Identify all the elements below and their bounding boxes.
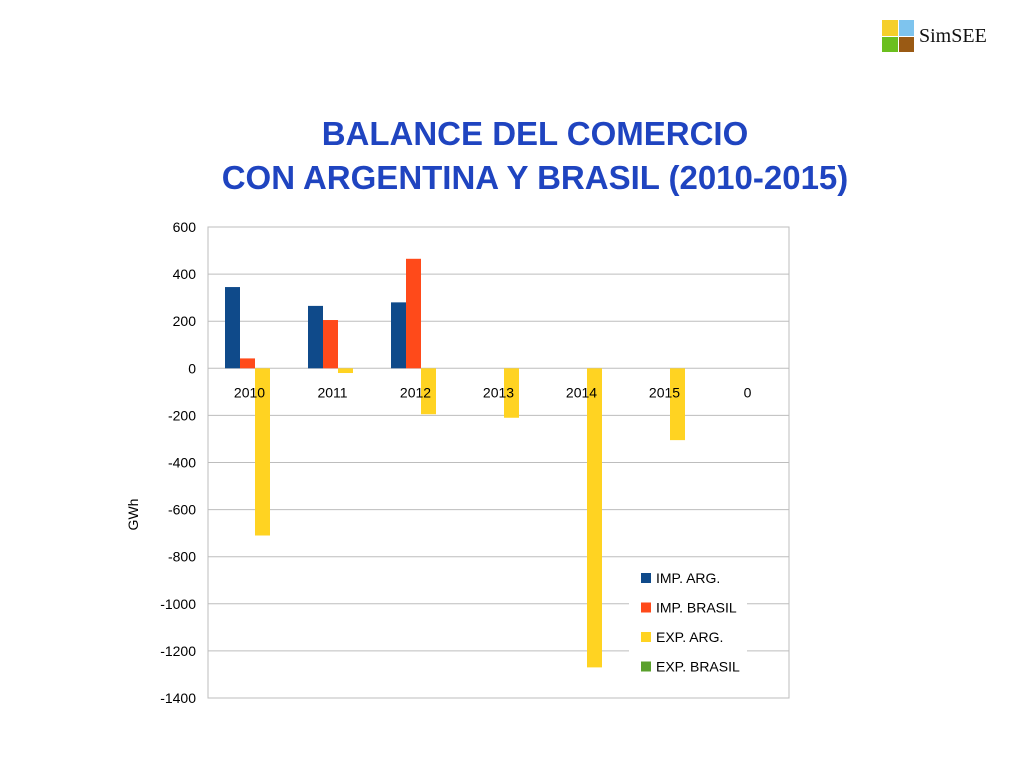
bar-imp-arg-2012 bbox=[391, 302, 406, 369]
logo-square-blue bbox=[898, 20, 914, 36]
logo-square-yellow bbox=[882, 20, 898, 36]
y-tick-label: -1400 bbox=[160, 690, 196, 706]
bar-imp-arg-2011 bbox=[308, 305, 323, 369]
logo-text: SimSEE bbox=[919, 24, 987, 47]
legend-label: IMP. ARG. bbox=[656, 570, 720, 586]
bar-exp-arg-2012 bbox=[421, 368, 436, 415]
y-tick-label: -600 bbox=[168, 502, 196, 518]
logo-square-brown bbox=[898, 36, 914, 52]
y-tick-label: 400 bbox=[173, 266, 197, 282]
bar-imp-brasil-2011 bbox=[323, 320, 338, 369]
x-tick-label: 2014 bbox=[566, 384, 597, 400]
bar-exp-arg-2010 bbox=[255, 368, 270, 536]
slide-title: BALANCE DEL COMERCIO CON ARGENTINA Y BRA… bbox=[0, 112, 1024, 200]
y-tick-label: 0 bbox=[188, 360, 196, 376]
x-tick-label: 2010 bbox=[234, 384, 265, 400]
legend-swatch bbox=[641, 661, 651, 672]
legend-swatch bbox=[641, 632, 651, 642]
x-tick-label: 2011 bbox=[317, 384, 347, 400]
legend-swatch bbox=[641, 573, 651, 583]
logo-grid-icon bbox=[882, 20, 914, 52]
bar-imp-brasil-2010 bbox=[240, 358, 255, 369]
x-tick-label: 2013 bbox=[483, 384, 514, 400]
y-tick-label: -1000 bbox=[160, 596, 196, 612]
x-tick-label: 0 bbox=[744, 384, 752, 400]
simsee-logo: SimSEE bbox=[882, 20, 987, 52]
legend-swatch bbox=[641, 602, 651, 613]
title-line-1: BALANCE DEL COMERCIO bbox=[321, 115, 749, 152]
y-tick-label: -400 bbox=[168, 455, 196, 471]
y-tick-label: 600 bbox=[173, 219, 197, 235]
legend-label: EXP. ARG. bbox=[656, 629, 723, 645]
legend-label: EXP. BRASIL bbox=[656, 659, 740, 675]
legend-label: IMP. BRASIL bbox=[656, 600, 737, 616]
bar-imp-arg-2010 bbox=[225, 287, 240, 369]
y-tick-label: -1200 bbox=[160, 643, 196, 659]
logo-square-green bbox=[882, 36, 898, 52]
y-axis-label: GWh bbox=[125, 499, 141, 531]
title-line-2: CON ARGENTINA Y BRASIL (2010-2015) bbox=[221, 159, 849, 196]
bar-exp-arg-2014 bbox=[587, 368, 602, 668]
bar-exp-arg-2015 bbox=[670, 368, 685, 441]
x-tick-label: 2015 bbox=[649, 384, 680, 400]
y-tick-label: -800 bbox=[168, 549, 196, 565]
bar-exp-arg-2013 bbox=[504, 368, 519, 418]
x-tick-label: 2012 bbox=[400, 384, 431, 400]
bar-imp-brasil-2012 bbox=[406, 258, 421, 369]
y-tick-label: -200 bbox=[168, 407, 196, 423]
y-tick-label: 200 bbox=[173, 313, 197, 329]
bar-exp-arg-2011 bbox=[338, 368, 353, 374]
